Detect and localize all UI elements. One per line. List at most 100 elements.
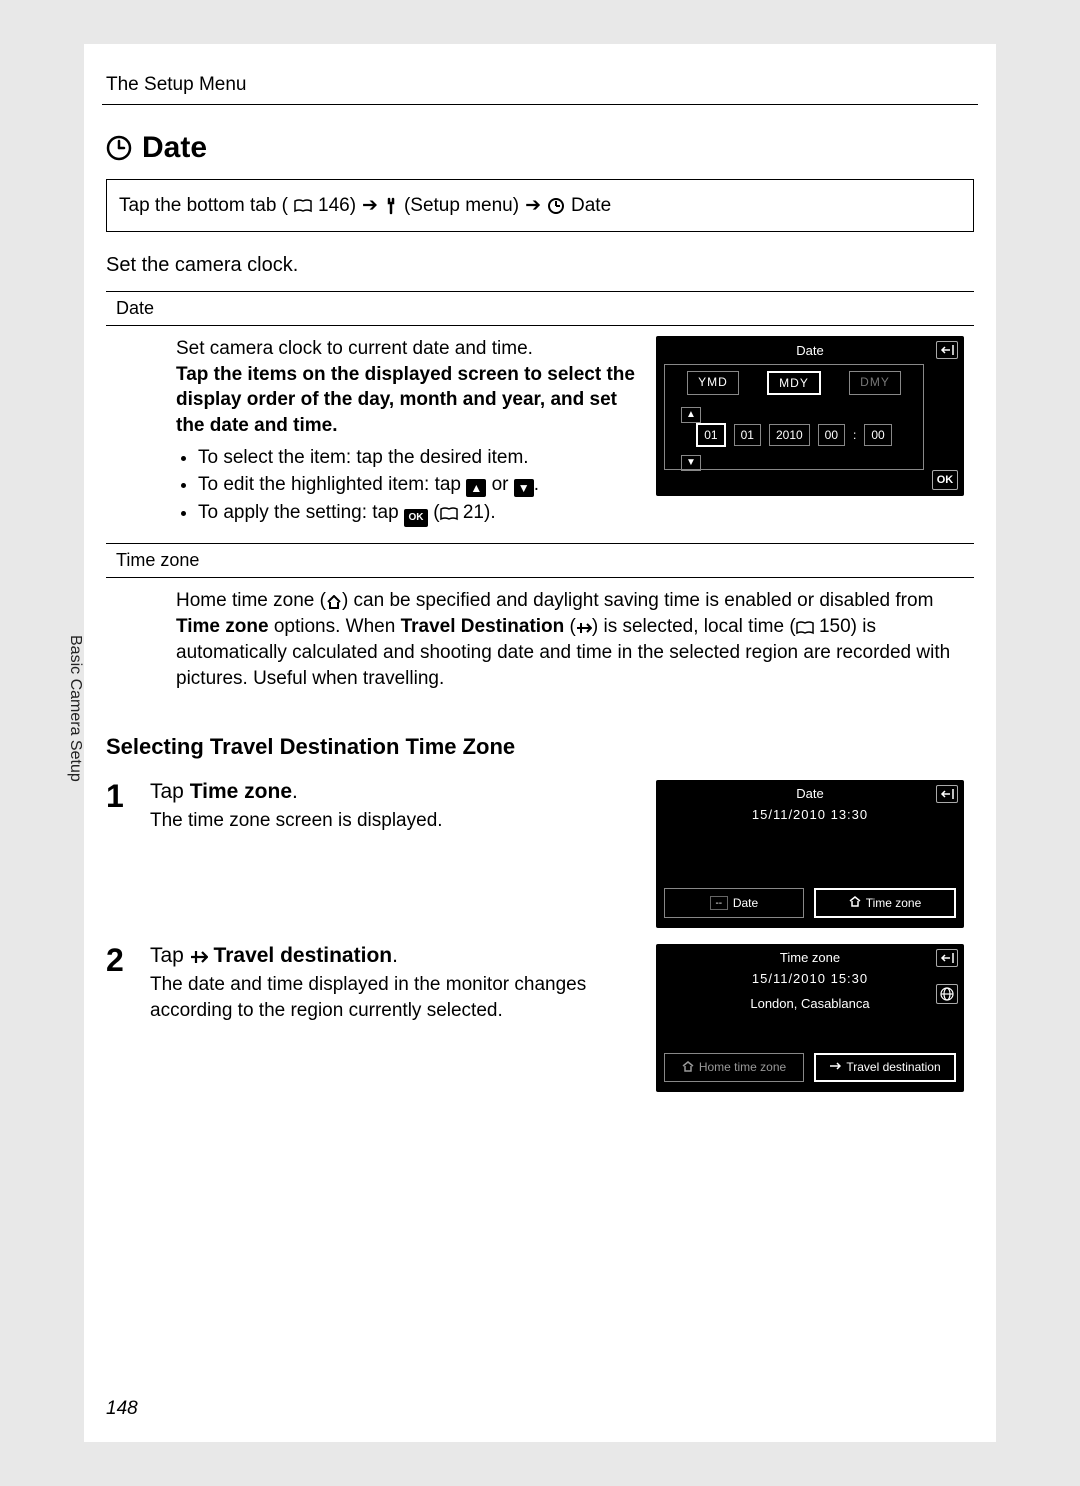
screen-title: Date [656,336,964,364]
s1tb: Time zone [190,780,292,803]
val-minute[interactable]: 00 [864,424,891,446]
tz-tab-label: Time zone [866,897,922,910]
page-number: 148 [106,1398,138,1420]
plane-icon [190,949,208,965]
header-section: The Setup Menu [84,44,996,104]
plane-icon [829,1061,841,1074]
tz-label-cell: Time zone [106,543,974,577]
b2b: or [486,474,513,495]
up-arrow-icon: ▲ [466,479,486,497]
format-mdy[interactable]: MDY [767,371,821,395]
step-2: 2 Tap Travel destination. The date and t… [84,934,996,1098]
date-bullets: To select the item: tap the desired item… [176,445,638,527]
date-line1: Set camera clock to current date and tim… [176,336,638,362]
bc-setup: (Setup menu) [404,195,519,217]
header-rule [102,104,978,105]
format-ymd[interactable]: YMD [687,371,739,395]
step1-title: Tap Time zone. [150,780,642,804]
tze: ) is selected, local time ( [592,616,796,637]
date-tab-label: Date [733,897,758,910]
down-button[interactable]: ▼ [681,455,701,471]
clock-icon [547,197,565,215]
date-tab-button[interactable]: -- Date [664,888,804,918]
back-button[interactable] [936,785,958,803]
subheading: Selecting Travel Destination Time Zone [84,710,996,770]
val-hour[interactable]: 00 [818,424,845,446]
tzc: options. When [269,616,401,637]
s1tc: . [292,780,298,803]
home-timezone-button[interactable]: Home time zone [664,1053,804,1082]
timezone-screen: Date 15/11/2010 13:30 -- Date Time zone [656,780,964,928]
bc-prefix: Tap the bottom tab ( [119,195,288,217]
tab-prefix-icon: -- [710,896,728,910]
book-icon [796,621,814,635]
breadcrumb-box: Tap the bottom tab ( 146) ➔ (Setup menu)… [106,179,974,232]
arrow-right-icon: ➔ [525,194,541,217]
date-screen: Date YMD MDY DMY ▲ ▼ [656,336,964,496]
book-icon [294,199,312,213]
timezone-tab-button[interactable]: Time zone [814,888,956,918]
colon: : [853,427,856,443]
bc-date: Date [571,195,611,217]
s2tb: Travel destination [214,944,393,967]
tz-content-cell: Home time zone ( ) can be specified and d… [106,577,974,710]
wrench-icon [384,197,398,215]
arrow-right-icon: ➔ [362,194,378,217]
side-tab: Basic Camera Setup [40,608,84,798]
b3c: 21). [458,502,496,523]
step2-num: 2 [106,944,136,1092]
destination-screen: Time zone 15/11/2010 15:30 London, Casab… [656,944,964,1092]
date-bold-block: Tap the items on the displayed screen to… [176,362,638,439]
format-row: YMD MDY DMY [665,365,923,397]
tzb: ) can be specified and daylight saving t… [342,590,933,611]
manual-page: Basic Camera Setup The Setup Menu Date T… [84,44,996,1442]
travel-destination-button[interactable]: Travel destination [814,1053,956,1082]
ok-icon: OK [404,509,428,527]
up-button[interactable]: ▲ [681,407,701,423]
b2c: . [534,474,539,495]
title-text: Date [142,131,207,165]
date-panel: YMD MDY DMY ▲ ▼ 01 01 2010 [664,364,924,470]
back-button[interactable] [936,341,958,359]
tzbold2: Travel Destination [401,616,565,637]
s2ta: Tap [150,944,190,967]
ok-button[interactable]: OK [932,470,958,490]
book-icon [440,507,458,521]
back-button[interactable] [936,949,958,967]
val-year[interactable]: 2010 [769,424,810,446]
home-icon [326,595,342,609]
val-month[interactable]: 01 [734,424,761,446]
step1-num: 1 [106,780,136,928]
travel-dest-label: Travel destination [846,1061,940,1074]
bc-pageref: 146) [318,195,356,217]
screen-title: Time zone [656,944,964,969]
home-icon [849,896,861,910]
bullet-2: To edit the highlighted item: tap ▲ or ▼… [198,472,638,498]
step-1: 1 Tap Time zone. The time zone screen is… [84,770,996,934]
b2a: To edit the highlighted item: tap [198,474,466,495]
s1ta: Tap [150,780,190,803]
intro-text: Set the camera clock. [84,254,996,291]
clock-icon [106,135,132,161]
settings-table: Date Set camera clock to current date an… [106,291,974,710]
tzd: ( [564,616,576,637]
date-content-cell: Set camera clock to current date and tim… [106,326,974,544]
date-values: 01 01 2010 00 : 00 [665,397,923,447]
screen-datetime: 15/11/2010 15:30 [656,969,964,986]
tza: Home time zone ( [176,590,326,611]
bullet-1: To select the item: tap the desired item… [198,445,638,471]
screen-title: Date [656,780,964,805]
step1-desc: The time zone screen is displayed. [150,808,642,834]
b3b: ( [428,502,440,523]
b3a: To apply the setting: tap [198,502,404,523]
globe-button[interactable] [936,984,958,1004]
step2-title: Tap Travel destination. [150,944,642,968]
format-dmy[interactable]: DMY [849,371,901,395]
down-arrow-icon: ▼ [514,479,534,497]
date-label-cell: Date [106,292,974,326]
step2-desc: The date and time displayed in the monit… [150,972,642,1023]
s2tc: . [392,944,398,967]
date-screen-wrap: Date YMD MDY DMY ▲ ▼ [656,336,964,529]
home-icon [682,1061,694,1075]
home-tz-label: Home time zone [699,1061,786,1074]
